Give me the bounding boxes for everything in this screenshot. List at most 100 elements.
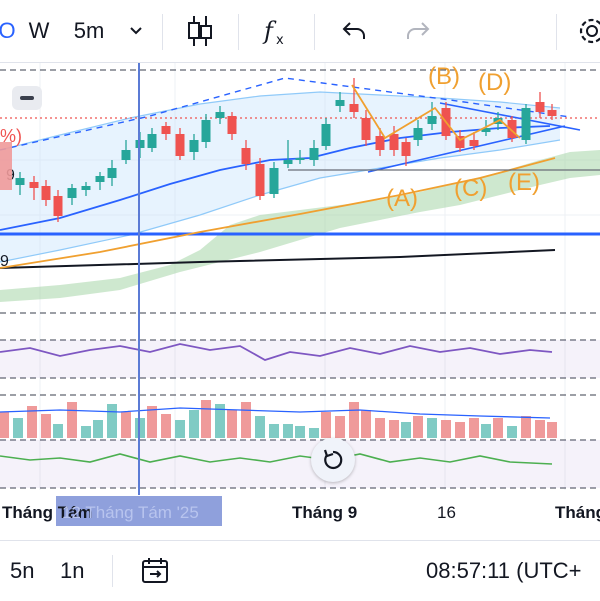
candle-body [413,128,423,140]
candle-body [547,110,557,116]
trend-line-black [0,249,556,269]
interval-w-button[interactable]: W [28,18,50,43]
volume-bar [413,416,423,438]
triangle-upper-line [439,102,581,131]
candle-body [309,148,319,160]
chevron-down-icon[interactable] [122,0,150,62]
volume-bar [227,410,237,438]
volume-bar [535,420,545,438]
wave-label-a: (A) [386,185,418,212]
volume-bar [321,412,331,438]
volume-bar [493,418,503,438]
undo-icon[interactable] [334,0,374,62]
candle-body [67,188,77,198]
candle-body [469,140,479,146]
candle-body [29,182,39,188]
clock-timezone[interactable]: 08:57:11 (UTC+ [426,558,582,583]
time-label-16: 16 [437,503,456,522]
candle-body [481,128,491,132]
volume-bar [215,404,225,438]
volume-bar [469,418,479,438]
volume-bar [107,404,117,438]
wave-zigzag [351,84,521,142]
candle-body [349,104,359,112]
candle-body [107,168,117,178]
volume-bar [389,420,399,438]
volume-bar [335,416,345,438]
bottom-divider [112,555,113,587]
volume-bar [349,402,359,438]
goto-date-icon[interactable] [140,541,170,601]
candle-body [53,196,63,216]
range-1n-button[interactable]: 1n [60,558,85,583]
candlestick-icon[interactable] [178,0,222,62]
volume-bar [189,410,199,438]
time-label-thang-9: Tháng 9 [292,503,358,522]
candle-body [361,118,371,140]
redo-icon[interactable] [398,0,438,62]
toolbar-divider [556,14,557,50]
indicators-fx-icon[interactable]: f x [254,0,298,62]
candle-body [15,178,25,185]
volume-bar [93,420,103,438]
lower-band [0,440,600,488]
volume-bar [67,402,77,438]
toolbar-divider [162,14,163,50]
range-5n-button[interactable]: 5n [10,558,35,583]
volume-bar [53,424,63,438]
toolbar-divider [314,14,315,50]
candle-body [201,120,211,142]
collapse-button[interactable] [12,86,42,110]
wave-label-e: (E) [508,169,540,196]
volume-bar [201,400,211,438]
volume-bar [161,414,171,438]
volume-bar [27,406,37,438]
bollinger-lower-line [0,139,561,263]
candle-body [389,134,399,150]
wave-label-b: (B) [428,63,460,90]
bottom-toolbar: 5n 1n 08:57:11 (UTC+ [0,540,600,601]
volume-bar [547,422,557,438]
candle-body [401,142,411,156]
moving-average-blue [0,125,551,231]
crosshair-time-label: 12 Tháng Tám '25 [62,503,199,522]
candle-body [375,136,385,150]
candle-body [455,136,465,148]
volume-bar [481,424,491,438]
volume-bar [455,422,465,438]
candle-body [161,126,171,134]
crosshair-time-pill [56,496,222,526]
pane-separators [0,69,600,489]
volume-bar [81,426,91,438]
price-chart[interactable]: (B) (D) (A) (C) (E) %) 9 9 9 [0,63,600,533]
candle-body [147,134,157,148]
candle-body [335,100,345,106]
toolbar-divider [238,14,239,50]
volume-bar [521,416,531,438]
volume-bar [241,402,251,438]
candle-body [215,112,225,118]
candle-body [295,158,305,160]
volume-bar [507,426,517,438]
candle-body [227,116,237,134]
rsi-line [0,343,553,361]
volume-bar [427,418,437,438]
volume-bar [309,428,319,438]
volume-bar [283,424,293,438]
symbol-partial[interactable]: O [0,18,16,43]
interval-5m-button[interactable]: 5m [73,18,105,43]
volume-bar [121,412,131,438]
reset-icon [323,449,343,470]
volume-bar [375,418,385,438]
gear-icon[interactable] [572,0,600,62]
time-label-thang-tam: Tháng Tám [2,503,93,522]
volume-bar [361,410,371,438]
candle-body [507,120,517,138]
dashed-channel-line [0,77,571,151]
volume-bar [41,414,51,438]
candle-body [121,150,131,160]
candle-body [283,160,293,164]
wave-label-c: (C) [454,175,487,202]
reset-chart-button[interactable] [311,438,355,482]
svg-text:x: x [276,33,284,48]
